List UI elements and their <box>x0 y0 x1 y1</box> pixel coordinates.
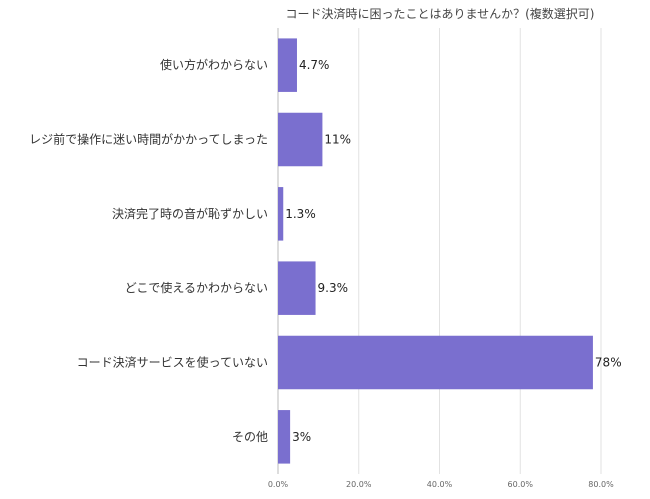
bar <box>278 261 316 315</box>
x-tick-label: 80.0% <box>588 480 614 489</box>
category-label: 使い方がわからない <box>160 57 268 72</box>
x-tick-label: 0.0% <box>268 480 289 489</box>
category-label: 決済完了時の音が恥ずかしい <box>112 206 268 221</box>
category-labels: 使い方がわからないレジ前で操作に迷い時間がかかってしまった決済完了時の音が恥ずか… <box>29 57 268 444</box>
value-label: 1.3% <box>285 207 316 221</box>
category-label: その他 <box>232 430 268 444</box>
value-labels: 4.7% 11% 1.3% 9.3% 78% 3% <box>285 58 621 444</box>
bars <box>278 38 593 464</box>
value-label: 4.7% <box>299 58 330 72</box>
value-label: 11% <box>324 133 351 147</box>
value-label: 78% <box>595 356 622 370</box>
bar <box>278 410 291 464</box>
x-tick-label: 60.0% <box>508 480 534 489</box>
value-label: 9.3% <box>318 281 349 295</box>
bar <box>278 187 284 241</box>
bar <box>278 335 593 390</box>
bar <box>278 112 323 167</box>
gridlines <box>277 28 602 474</box>
category-label: どこで使えるかわからない <box>125 280 268 295</box>
x-tick-label: 20.0% <box>346 480 372 489</box>
value-label: 3% <box>292 430 311 444</box>
bar <box>278 38 297 92</box>
chart-title: コード決済時に困ったことはありませんか？(複数選択可) <box>285 6 594 21</box>
x-tick-label: 40.0% <box>427 480 453 489</box>
category-label: レジ前で操作に迷い時間がかかってしまった <box>29 132 268 147</box>
x-axis-ticks: 0.0% 20.0% 40.0% 60.0% 80.0% <box>268 480 614 489</box>
category-label: コード決済サービスを使っていない <box>77 355 268 370</box>
